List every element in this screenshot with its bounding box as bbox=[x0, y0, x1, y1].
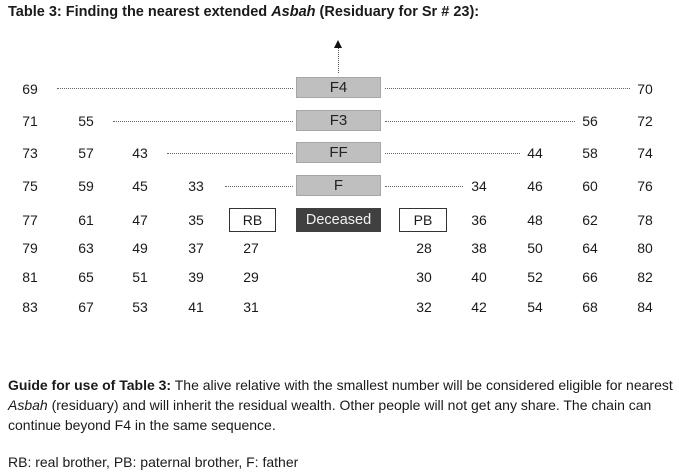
grid-number: 38 bbox=[471, 240, 487, 256]
grid-number: 64 bbox=[582, 240, 598, 256]
box-f4: F4 bbox=[296, 77, 381, 98]
grid-number: 52 bbox=[527, 269, 543, 285]
grid-number: 36 bbox=[471, 212, 487, 228]
box-deceased: Deceased bbox=[296, 208, 381, 232]
box-rb: RB bbox=[229, 208, 276, 232]
grid-number: 41 bbox=[188, 299, 204, 315]
guide-asbah: Asbah bbox=[8, 397, 48, 413]
dotted-line bbox=[225, 186, 293, 187]
grid-number: 48 bbox=[527, 212, 543, 228]
grid-number: 70 bbox=[637, 81, 653, 97]
grid-number: 58 bbox=[582, 145, 598, 161]
dotted-line bbox=[113, 121, 293, 122]
grid-number: 72 bbox=[637, 113, 653, 129]
table-title: Table 3: Finding the nearest extended As… bbox=[8, 4, 479, 20]
grid-number: 46 bbox=[527, 178, 543, 194]
grid-number: 33 bbox=[188, 178, 204, 194]
title-text: Table 3: Finding the nearest extended bbox=[8, 4, 272, 20]
grid-number: 32 bbox=[416, 299, 432, 315]
guide-label: Guide for use of Table 3: bbox=[8, 377, 172, 393]
grid-number: 37 bbox=[188, 240, 204, 256]
grid-number: 81 bbox=[22, 269, 38, 285]
grid-number: 27 bbox=[243, 240, 259, 256]
box-pb: PB bbox=[399, 208, 447, 232]
grid-number: 84 bbox=[637, 299, 653, 315]
grid-number: 78 bbox=[637, 212, 653, 228]
grid-number: 83 bbox=[22, 299, 38, 315]
grid-number: 73 bbox=[22, 145, 38, 161]
grid-number: 82 bbox=[637, 269, 653, 285]
dotted-line bbox=[385, 186, 463, 187]
dotted-line bbox=[57, 88, 293, 89]
grid-number: 65 bbox=[78, 269, 94, 285]
grid-number: 35 bbox=[188, 212, 204, 228]
box-ff: FF bbox=[296, 142, 381, 163]
grid-number: 29 bbox=[243, 269, 259, 285]
grid-number: 57 bbox=[78, 145, 94, 161]
grid-number: 75 bbox=[22, 178, 38, 194]
grid-number: 42 bbox=[471, 299, 487, 315]
grid-number: 54 bbox=[527, 299, 543, 315]
grid-number: 39 bbox=[188, 269, 204, 285]
grid-number: 62 bbox=[582, 212, 598, 228]
arrow-up-icon bbox=[334, 40, 342, 48]
guide-text-end: (residuary) and will inherit the residua… bbox=[8, 397, 652, 433]
grid-number: 40 bbox=[471, 269, 487, 285]
title-asbah: Asbah bbox=[271, 4, 316, 20]
grid-number: 69 bbox=[22, 81, 38, 97]
grid-number: 63 bbox=[78, 240, 94, 256]
grid-number: 30 bbox=[416, 269, 432, 285]
dotted-line bbox=[167, 153, 293, 154]
grid-number: 28 bbox=[416, 240, 432, 256]
abbreviation-legend: RB: real brother, PB: paternal brother, … bbox=[8, 454, 299, 470]
grid-number: 60 bbox=[582, 178, 598, 194]
grid-number: 76 bbox=[637, 178, 653, 194]
title-suffix: (Residuary for Sr # 23): bbox=[315, 4, 480, 20]
grid-number: 45 bbox=[132, 178, 148, 194]
grid-number: 56 bbox=[582, 113, 598, 129]
grid-number: 67 bbox=[78, 299, 94, 315]
grid-number: 79 bbox=[22, 240, 38, 256]
grid-number: 49 bbox=[132, 240, 148, 256]
dotted-line bbox=[385, 153, 520, 154]
box-f: F bbox=[296, 175, 381, 196]
box-f3: F3 bbox=[296, 110, 381, 131]
grid-number: 71 bbox=[22, 113, 38, 129]
grid-number: 47 bbox=[132, 212, 148, 228]
dotted-line bbox=[385, 88, 630, 89]
dotted-line bbox=[385, 121, 575, 122]
grid-number: 31 bbox=[243, 299, 259, 315]
grid-number: 66 bbox=[582, 269, 598, 285]
grid-number: 80 bbox=[637, 240, 653, 256]
guide-paragraph: Guide for use of Table 3: The alive rela… bbox=[8, 375, 674, 435]
grid-number: 44 bbox=[527, 145, 543, 161]
grid-number: 51 bbox=[132, 269, 148, 285]
grid-number: 77 bbox=[22, 212, 38, 228]
guide-text: The alive relative with the smallest num… bbox=[171, 377, 673, 393]
grid-number: 43 bbox=[132, 145, 148, 161]
grid-number: 34 bbox=[471, 178, 487, 194]
grid-number: 55 bbox=[78, 113, 94, 129]
grid-number: 50 bbox=[527, 240, 543, 256]
grid-number: 53 bbox=[132, 299, 148, 315]
grid-number: 59 bbox=[78, 178, 94, 194]
grid-number: 68 bbox=[582, 299, 598, 315]
grid-number: 74 bbox=[637, 145, 653, 161]
arrow-line bbox=[338, 48, 339, 73]
grid-number: 61 bbox=[78, 212, 94, 228]
